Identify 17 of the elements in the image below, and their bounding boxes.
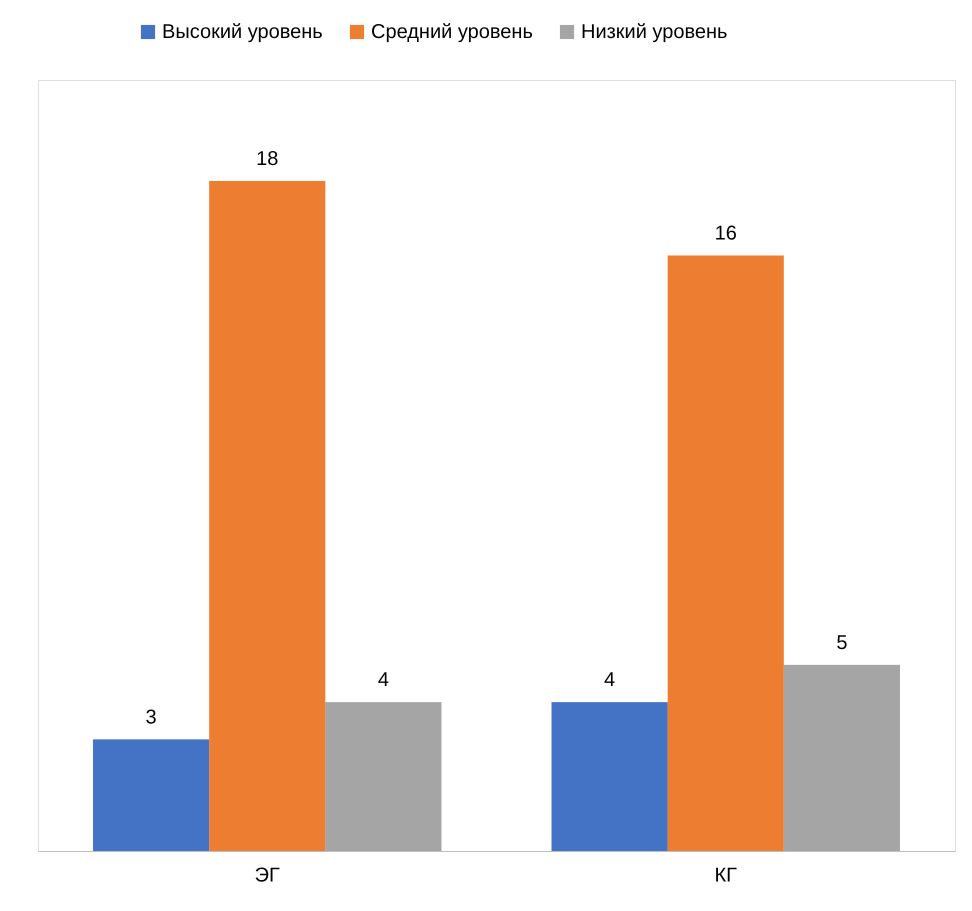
bar xyxy=(668,255,784,851)
bar xyxy=(93,739,210,851)
x-tick-label: КГ xyxy=(714,864,738,886)
legend-label: Низкий уровень xyxy=(581,21,728,43)
x-tick-label: ЭГ xyxy=(254,864,280,886)
data-label: 16 xyxy=(714,222,737,244)
data-label: 5 xyxy=(836,632,848,654)
bar xyxy=(552,702,668,851)
legend-label: Высокий уровень xyxy=(162,21,323,43)
legend-label: Средний уровень xyxy=(371,21,533,43)
bar xyxy=(209,181,326,851)
data-label: 3 xyxy=(146,706,157,728)
data-label: 4 xyxy=(378,669,389,692)
data-label: 18 xyxy=(256,148,278,170)
bar xyxy=(325,702,442,851)
bar xyxy=(784,664,900,851)
data-label: 4 xyxy=(604,669,616,692)
